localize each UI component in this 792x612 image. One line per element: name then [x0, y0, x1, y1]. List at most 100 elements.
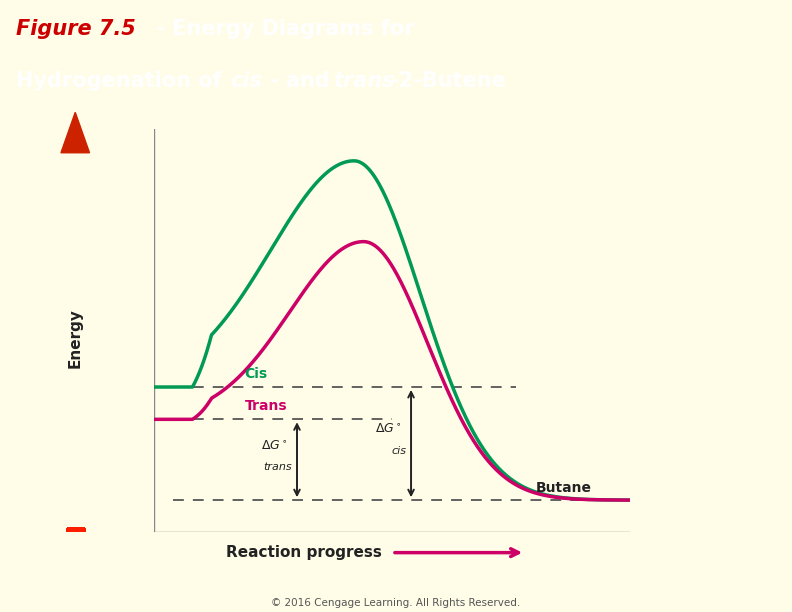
Text: Trans: Trans	[245, 400, 287, 414]
Bar	[67, 529, 84, 531]
Bar	[67, 530, 84, 532]
Bar	[67, 530, 84, 532]
Bar	[67, 529, 84, 532]
Text: Figure 7.5: Figure 7.5	[16, 19, 135, 39]
Bar	[67, 529, 84, 532]
Bar	[67, 529, 84, 532]
Bar	[67, 529, 84, 532]
Bar	[67, 529, 84, 532]
Bar	[67, 529, 84, 531]
Bar	[67, 529, 84, 532]
Bar	[67, 529, 84, 532]
Bar	[67, 529, 84, 531]
Bar	[67, 529, 84, 532]
Bar	[67, 530, 84, 532]
Bar	[67, 529, 84, 531]
Bar	[67, 528, 84, 531]
Bar	[67, 529, 84, 531]
Bar	[67, 529, 84, 531]
Bar	[67, 528, 84, 531]
Bar	[67, 530, 84, 532]
Bar	[67, 529, 84, 532]
Bar	[67, 529, 84, 531]
Bar	[67, 530, 84, 532]
Bar	[67, 529, 84, 531]
Bar	[67, 529, 84, 532]
Bar	[67, 529, 84, 532]
Bar	[67, 529, 84, 532]
Bar	[67, 529, 84, 531]
Bar	[67, 529, 84, 532]
Bar	[67, 530, 84, 532]
Bar	[67, 530, 84, 532]
Text: -2-Butene: -2-Butene	[390, 71, 506, 91]
Bar	[67, 528, 84, 531]
Bar	[67, 529, 84, 532]
Bar	[67, 529, 84, 531]
Bar	[67, 529, 84, 531]
Bar	[67, 528, 84, 531]
Bar	[67, 528, 84, 531]
Text: trans: trans	[333, 71, 394, 91]
Bar	[67, 529, 84, 532]
Bar	[67, 529, 84, 532]
Bar	[67, 530, 84, 532]
Bar	[67, 530, 84, 532]
Bar	[67, 528, 84, 531]
Bar	[67, 530, 84, 532]
Bar	[67, 528, 84, 531]
Bar	[67, 529, 84, 531]
Bar	[67, 529, 84, 531]
Bar	[67, 529, 84, 531]
Bar	[67, 529, 84, 532]
Bar	[67, 529, 84, 531]
Bar	[67, 529, 84, 531]
Bar	[67, 529, 84, 532]
Bar	[67, 528, 84, 531]
Bar	[67, 530, 84, 532]
Bar	[67, 528, 84, 531]
Bar	[67, 529, 84, 531]
Text: Reaction progress: Reaction progress	[226, 545, 382, 560]
Text: $\Delta G^\circ$: $\Delta G^\circ$	[261, 439, 287, 453]
Bar	[67, 529, 84, 531]
Bar	[67, 529, 84, 531]
Bar	[67, 529, 84, 532]
Text: - Energy Diagrams for: - Energy Diagrams for	[149, 19, 415, 39]
Bar	[67, 529, 84, 531]
Bar	[67, 529, 84, 532]
Bar	[67, 529, 84, 532]
Bar	[67, 529, 84, 531]
Bar	[67, 529, 84, 531]
Bar	[67, 529, 84, 532]
Bar	[67, 529, 84, 531]
Bar	[67, 528, 84, 531]
Bar	[67, 528, 84, 531]
Bar	[67, 529, 84, 532]
Bar	[67, 530, 84, 532]
Bar	[67, 529, 84, 531]
Bar	[67, 529, 84, 531]
Bar	[67, 529, 84, 531]
Bar	[67, 528, 84, 531]
Bar	[67, 529, 84, 531]
Bar	[67, 528, 84, 531]
Bar	[67, 528, 84, 531]
Bar	[67, 530, 84, 532]
Bar	[67, 529, 84, 532]
Bar	[67, 528, 84, 531]
Bar	[67, 529, 84, 532]
Bar	[67, 528, 84, 531]
Bar	[67, 528, 84, 531]
Bar	[67, 529, 84, 531]
Bar	[67, 529, 84, 532]
Bar	[67, 530, 84, 532]
Bar	[67, 528, 84, 531]
Bar	[67, 529, 84, 532]
Bar	[67, 529, 84, 532]
Bar	[67, 528, 84, 531]
Bar	[67, 529, 84, 531]
Bar	[67, 529, 84, 531]
Bar	[67, 529, 84, 532]
Bar	[67, 528, 84, 531]
